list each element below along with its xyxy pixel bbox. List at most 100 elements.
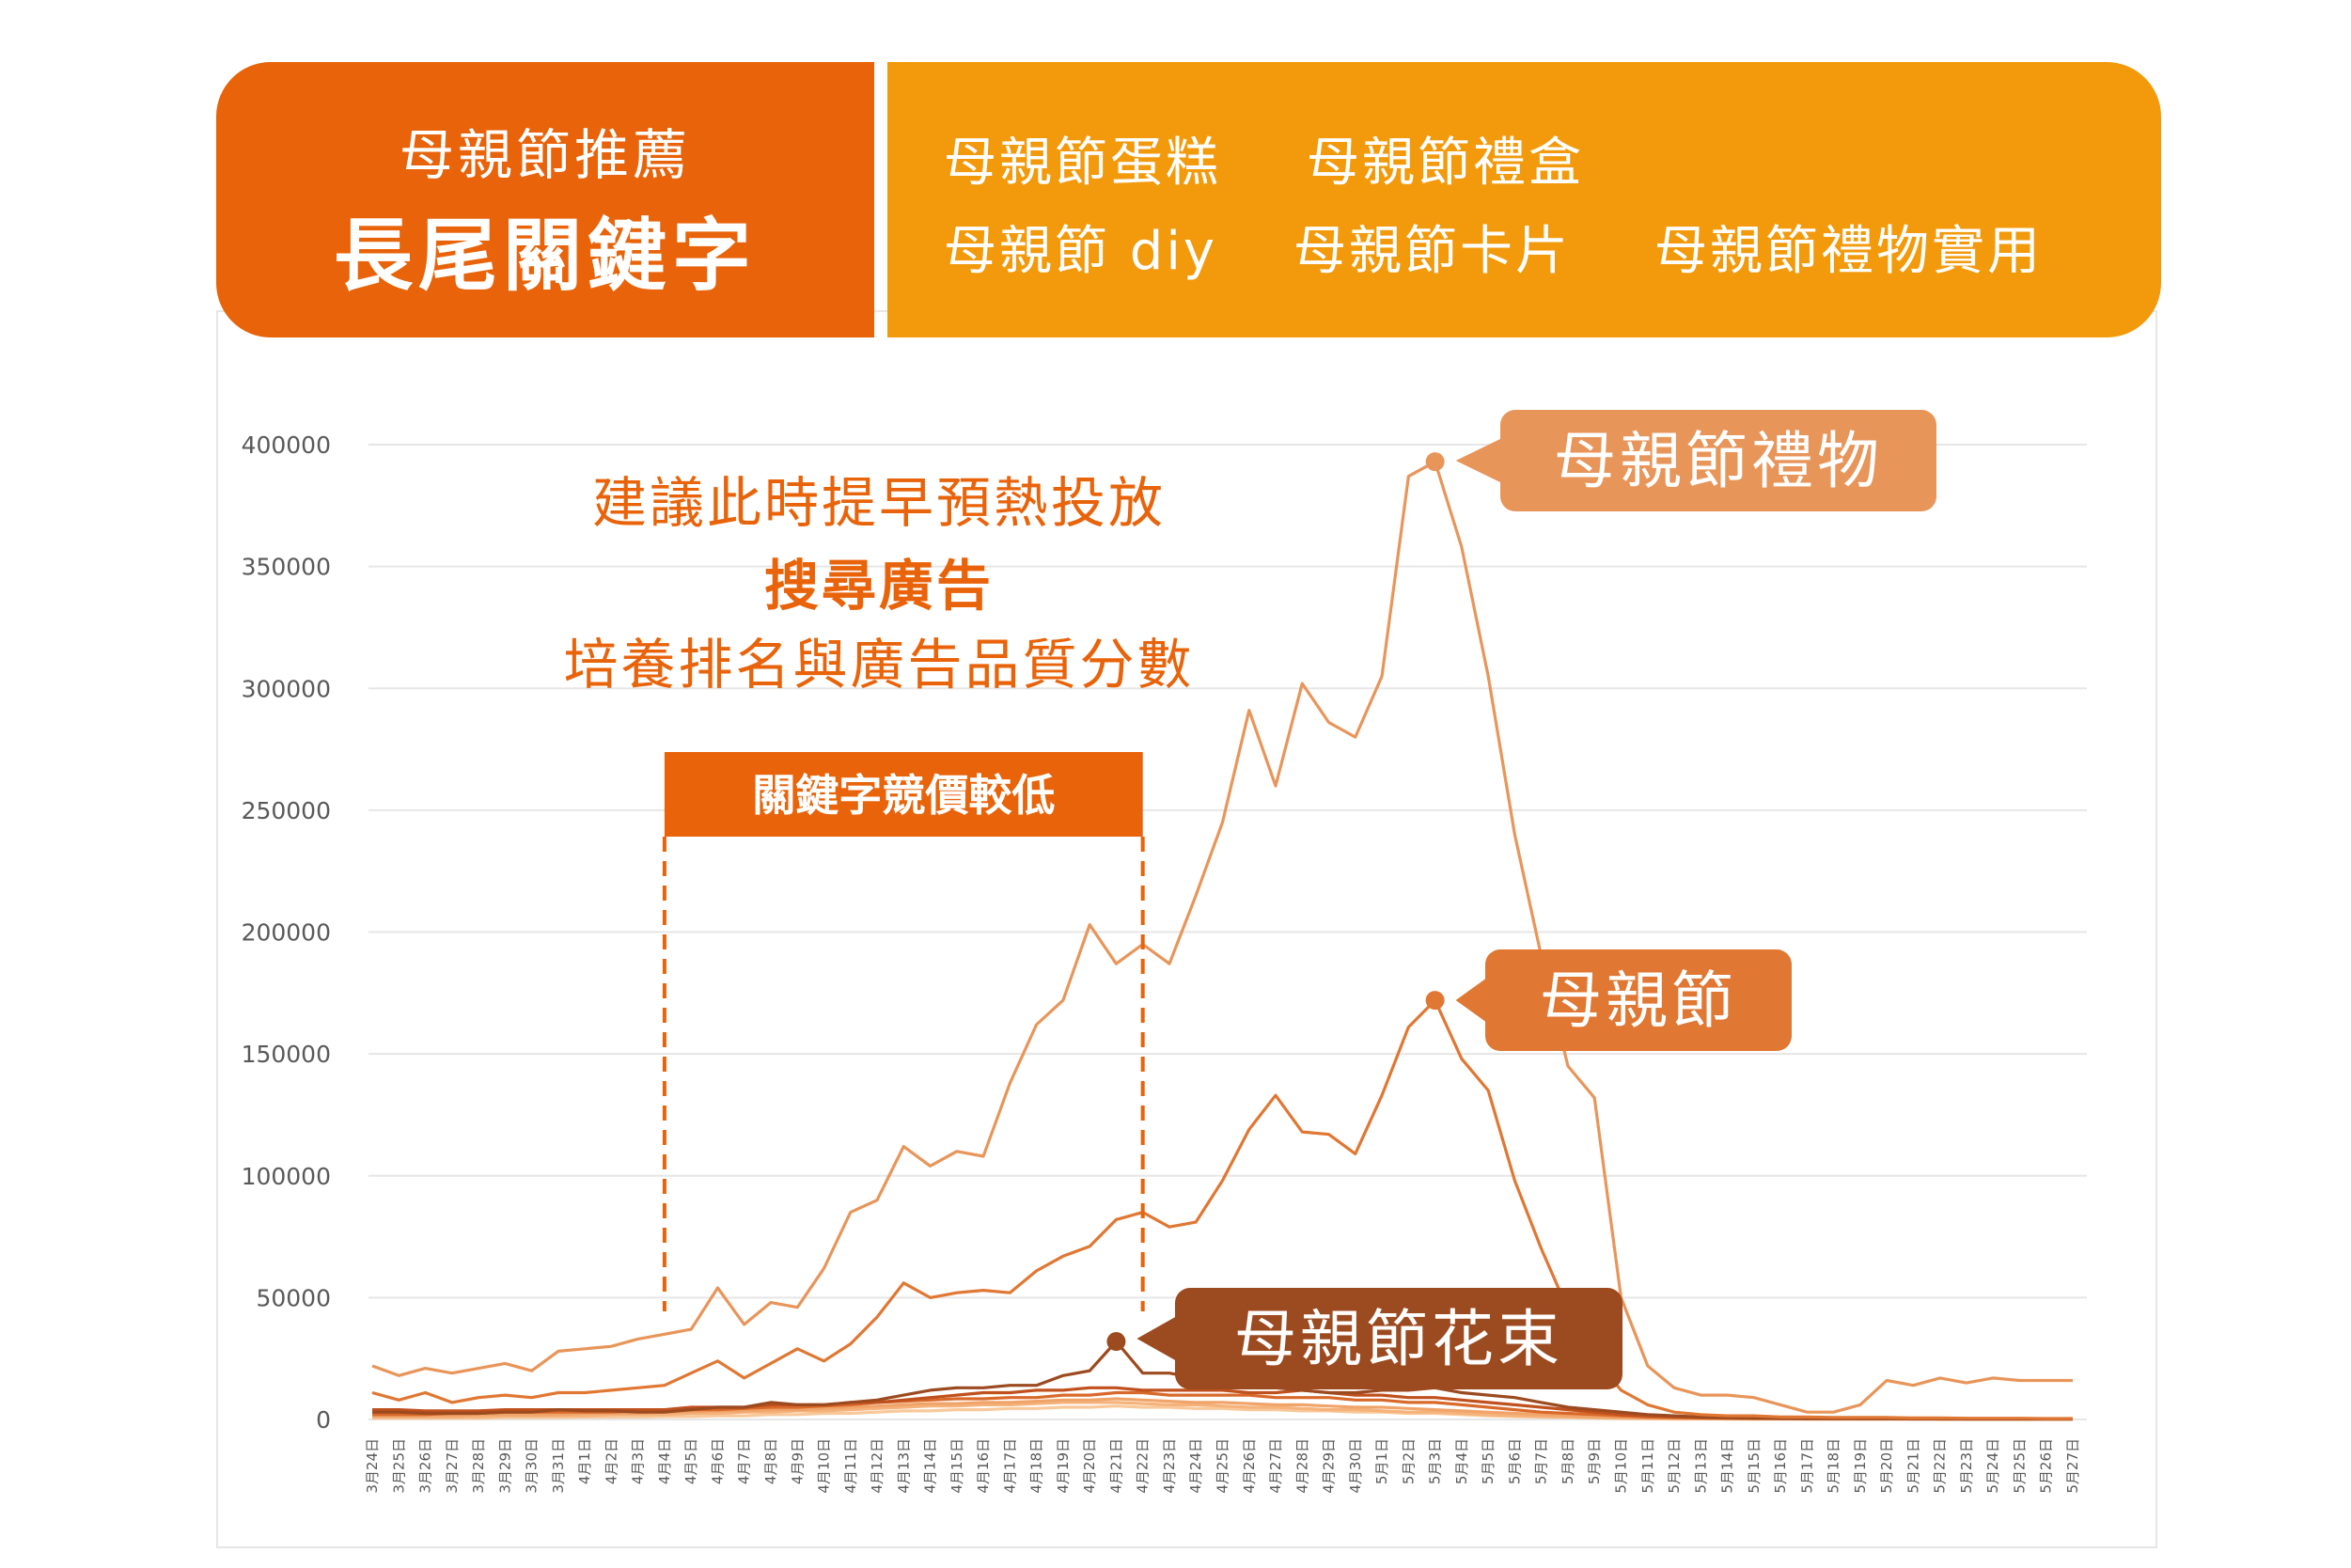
x-tick-label: 4月9日 (789, 1438, 806, 1484)
x-tick-label: 5月3日 (1427, 1438, 1444, 1484)
callout-marker (1106, 1332, 1126, 1352)
x-tick-label: 4月26日 (1241, 1438, 1258, 1494)
header-right-panel (887, 62, 2161, 337)
x-tick-label: 5月15日 (1746, 1438, 1763, 1494)
callout-box (1500, 410, 1936, 511)
x-tick-label: 4月10日 (816, 1438, 833, 1494)
x-tick-label: 4月17日 (1001, 1438, 1018, 1494)
callout-pointer (1455, 978, 1487, 1023)
x-tick-label: 4月4日 (656, 1438, 673, 1484)
x-tick-label: 3月27日 (444, 1438, 461, 1494)
x-tick-label: 5月8日 (1559, 1438, 1576, 1484)
bracket-label-box (664, 752, 1143, 837)
x-tick-label: 5月24日 (1984, 1438, 2001, 1494)
y-tick-label: 300000 (242, 675, 331, 702)
x-tick-label: 4月2日 (603, 1438, 619, 1484)
y-tick-label: 200000 (242, 919, 331, 947)
x-tick-label: 5月9日 (1586, 1438, 1603, 1484)
x-tick-label: 5月13日 (1692, 1438, 1709, 1494)
x-tick-label: 4月20日 (1081, 1438, 1098, 1494)
x-tick-label: 3月25日 (390, 1438, 407, 1494)
callout-pointer (1136, 1316, 1177, 1361)
x-tick-label: 5月20日 (1878, 1438, 1895, 1494)
series-line (371, 998, 2073, 1420)
x-tick-label: 3月26日 (417, 1438, 434, 1494)
x-tick-label: 5月16日 (1772, 1438, 1789, 1494)
callout-marker (1425, 452, 1445, 472)
x-tick-label: 5月27日 (2064, 1438, 2081, 1494)
x-tick-label: 4月30日 (1347, 1438, 1364, 1494)
y-tick-label: 50000 (256, 1284, 331, 1311)
x-tick-label: 4月12日 (869, 1438, 886, 1494)
x-tick-label: 4月11日 (842, 1438, 859, 1494)
annotation-line-3: 培養排名與廣告品質分數 (563, 633, 1194, 697)
x-tick-label: 5月2日 (1400, 1438, 1417, 1484)
keyword-cake: 母親節蛋糕 (944, 133, 1221, 194)
x-tick-label: 4月22日 (1135, 1438, 1152, 1494)
y-tick-label: 0 (316, 1406, 331, 1434)
x-tick-label: 4月7日 (736, 1438, 753, 1484)
x-tick-label: 5月6日 (1506, 1438, 1523, 1484)
x-tick-label: 5月1日 (1373, 1438, 1390, 1484)
x-tick-label: 4月29日 (1321, 1438, 1338, 1494)
callout-marker (1425, 991, 1445, 1011)
x-tick-label: 5月22日 (1932, 1438, 1949, 1494)
header-subtitle: 母親節推薦 (399, 123, 691, 187)
x-tick-label: 5月17日 (1798, 1438, 1815, 1494)
x-tick-label: 4月21日 (1107, 1438, 1124, 1494)
x-tick-label: 3月30日 (524, 1438, 541, 1494)
callout-box (1175, 1288, 1622, 1389)
callout-label: 母親節禮物 (1554, 425, 1883, 497)
series-line (371, 460, 2073, 1414)
x-tick-label: 4月1日 (576, 1438, 593, 1484)
x-tick-label: 4月15日 (948, 1438, 965, 1494)
x-tick-label: 3月28日 (470, 1438, 487, 1494)
x-tick-label: 5月10日 (1612, 1438, 1629, 1494)
x-tick-label: 4月25日 (1215, 1438, 1231, 1494)
annotation-line-2: 搜尋廣告 (764, 554, 994, 618)
x-tick-label: 4月27日 (1267, 1438, 1284, 1494)
header-left-panel (216, 62, 874, 337)
callout-label: 母親節 (1540, 964, 1737, 1037)
x-tick-label: 5月4日 (1453, 1438, 1470, 1484)
low-bid-bracket: 關鍵字競價較低 (662, 752, 1145, 1311)
x-tick-label: 4月28日 (1293, 1438, 1310, 1494)
y-axis-ticks: 0 50000 100000 150000 200000 250000 300000 3500… (242, 431, 331, 1434)
x-tick-label: 5月25日 (2011, 1438, 2028, 1494)
keyword-card: 母親節卡片 (1293, 221, 1571, 282)
x-tick-label: 5月12日 (1666, 1438, 1683, 1494)
x-tick-label: 5月5日 (1480, 1438, 1497, 1484)
x-tick-label: 4月8日 (762, 1438, 779, 1484)
keyword-giftbox: 母親節禮盒 (1307, 133, 1584, 194)
keyword-practical-gift: 母親節禮物實用 (1654, 221, 2043, 282)
x-tick-label: 5月11日 (1639, 1438, 1656, 1494)
x-tick-label: 4月16日 (975, 1438, 992, 1494)
x-tick-label: 4月23日 (1161, 1438, 1178, 1494)
callout-label: 母親節花束 (1234, 1303, 1563, 1375)
x-tick-label: 4月13日 (895, 1438, 912, 1494)
x-tick-label: 5月21日 (1904, 1438, 1921, 1494)
x-tick-label: 4月6日 (709, 1438, 726, 1484)
x-tick-label: 4月18日 (1028, 1438, 1045, 1494)
x-tick-label: 4月3日 (630, 1438, 647, 1484)
y-tick-label: 100000 (242, 1163, 331, 1190)
annotation-line-1: 建議此時提早預熱投放 (592, 471, 1166, 535)
x-tick-label: 3月29日 (496, 1438, 513, 1494)
x-tick-label: 4月5日 (682, 1438, 699, 1484)
callout-pointer (1455, 438, 1502, 483)
x-tick-label: 4月24日 (1187, 1438, 1204, 1494)
x-tick-label: 5月18日 (1826, 1438, 1842, 1494)
y-tick-label: 400000 (242, 431, 331, 459)
series-lines (371, 460, 2073, 1421)
x-tick-label: 5月26日 (2038, 1438, 2055, 1494)
x-tick-label: 5月23日 (1958, 1438, 1975, 1494)
y-tick-label: 150000 (242, 1041, 331, 1068)
x-axis-ticks: 3月24日 3月25日 3月26日 3月27日 3月28日 3月29日 3月30日 3月31日… (364, 1438, 2081, 1494)
y-tick-label: 250000 (242, 797, 331, 824)
callout-box (1485, 949, 1792, 1051)
grid-lines (368, 444, 2087, 1420)
